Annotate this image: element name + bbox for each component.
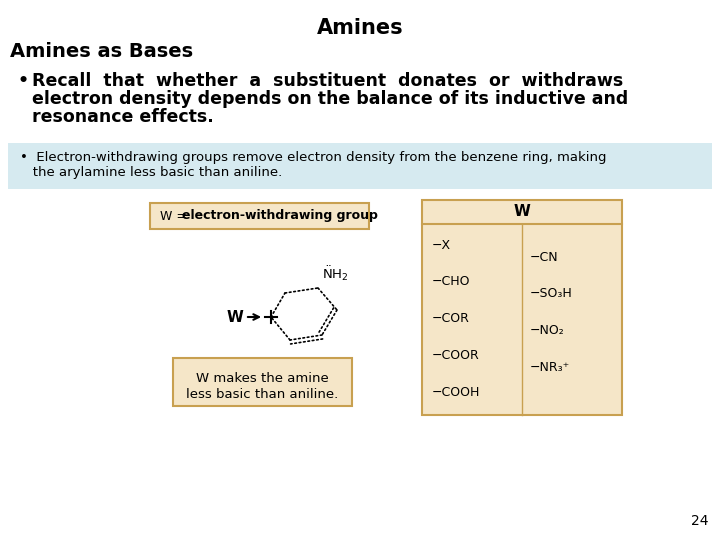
Text: resonance effects.: resonance effects. xyxy=(32,108,214,126)
Text: −NR₃⁺: −NR₃⁺ xyxy=(530,361,570,374)
Text: W =: W = xyxy=(160,210,191,222)
Text: W: W xyxy=(226,309,243,325)
Text: −COOR: −COOR xyxy=(432,349,480,362)
Text: Amines: Amines xyxy=(317,18,403,38)
Text: −X: −X xyxy=(432,239,451,252)
Text: −CN: −CN xyxy=(530,251,559,264)
FancyBboxPatch shape xyxy=(422,200,622,415)
Text: −COR: −COR xyxy=(432,312,470,325)
Text: −CHO: −CHO xyxy=(432,275,470,288)
FancyBboxPatch shape xyxy=(150,203,369,229)
FancyBboxPatch shape xyxy=(8,143,712,189)
Text: electron-withdrawing group: electron-withdrawing group xyxy=(182,210,378,222)
FancyBboxPatch shape xyxy=(173,358,352,406)
Text: −COOH: −COOH xyxy=(432,386,480,399)
Text: electron density depends on the balance of its inductive and: electron density depends on the balance … xyxy=(32,90,629,108)
Text: W makes the amine: W makes the amine xyxy=(196,372,329,385)
Text: −NO₂: −NO₂ xyxy=(530,324,564,337)
Text: −SO₃H: −SO₃H xyxy=(530,287,572,300)
Text: less basic than aniline.: less basic than aniline. xyxy=(186,388,338,401)
Text: $\mathregular{\ddot{N}H_2}$: $\mathregular{\ddot{N}H_2}$ xyxy=(322,264,349,283)
Text: 24: 24 xyxy=(690,514,708,528)
Text: Recall  that  whether  a  substituent  donates  or  withdraws: Recall that whether a substituent donate… xyxy=(32,72,624,90)
Text: Amines as Bases: Amines as Bases xyxy=(10,42,193,61)
Text: •: • xyxy=(18,72,29,90)
Text: W: W xyxy=(513,205,531,219)
Text: •  Electron-withdrawing groups remove electron density from the benzene ring, ma: • Electron-withdrawing groups remove ele… xyxy=(20,151,606,164)
Text: the arylamine less basic than aniline.: the arylamine less basic than aniline. xyxy=(20,166,282,179)
